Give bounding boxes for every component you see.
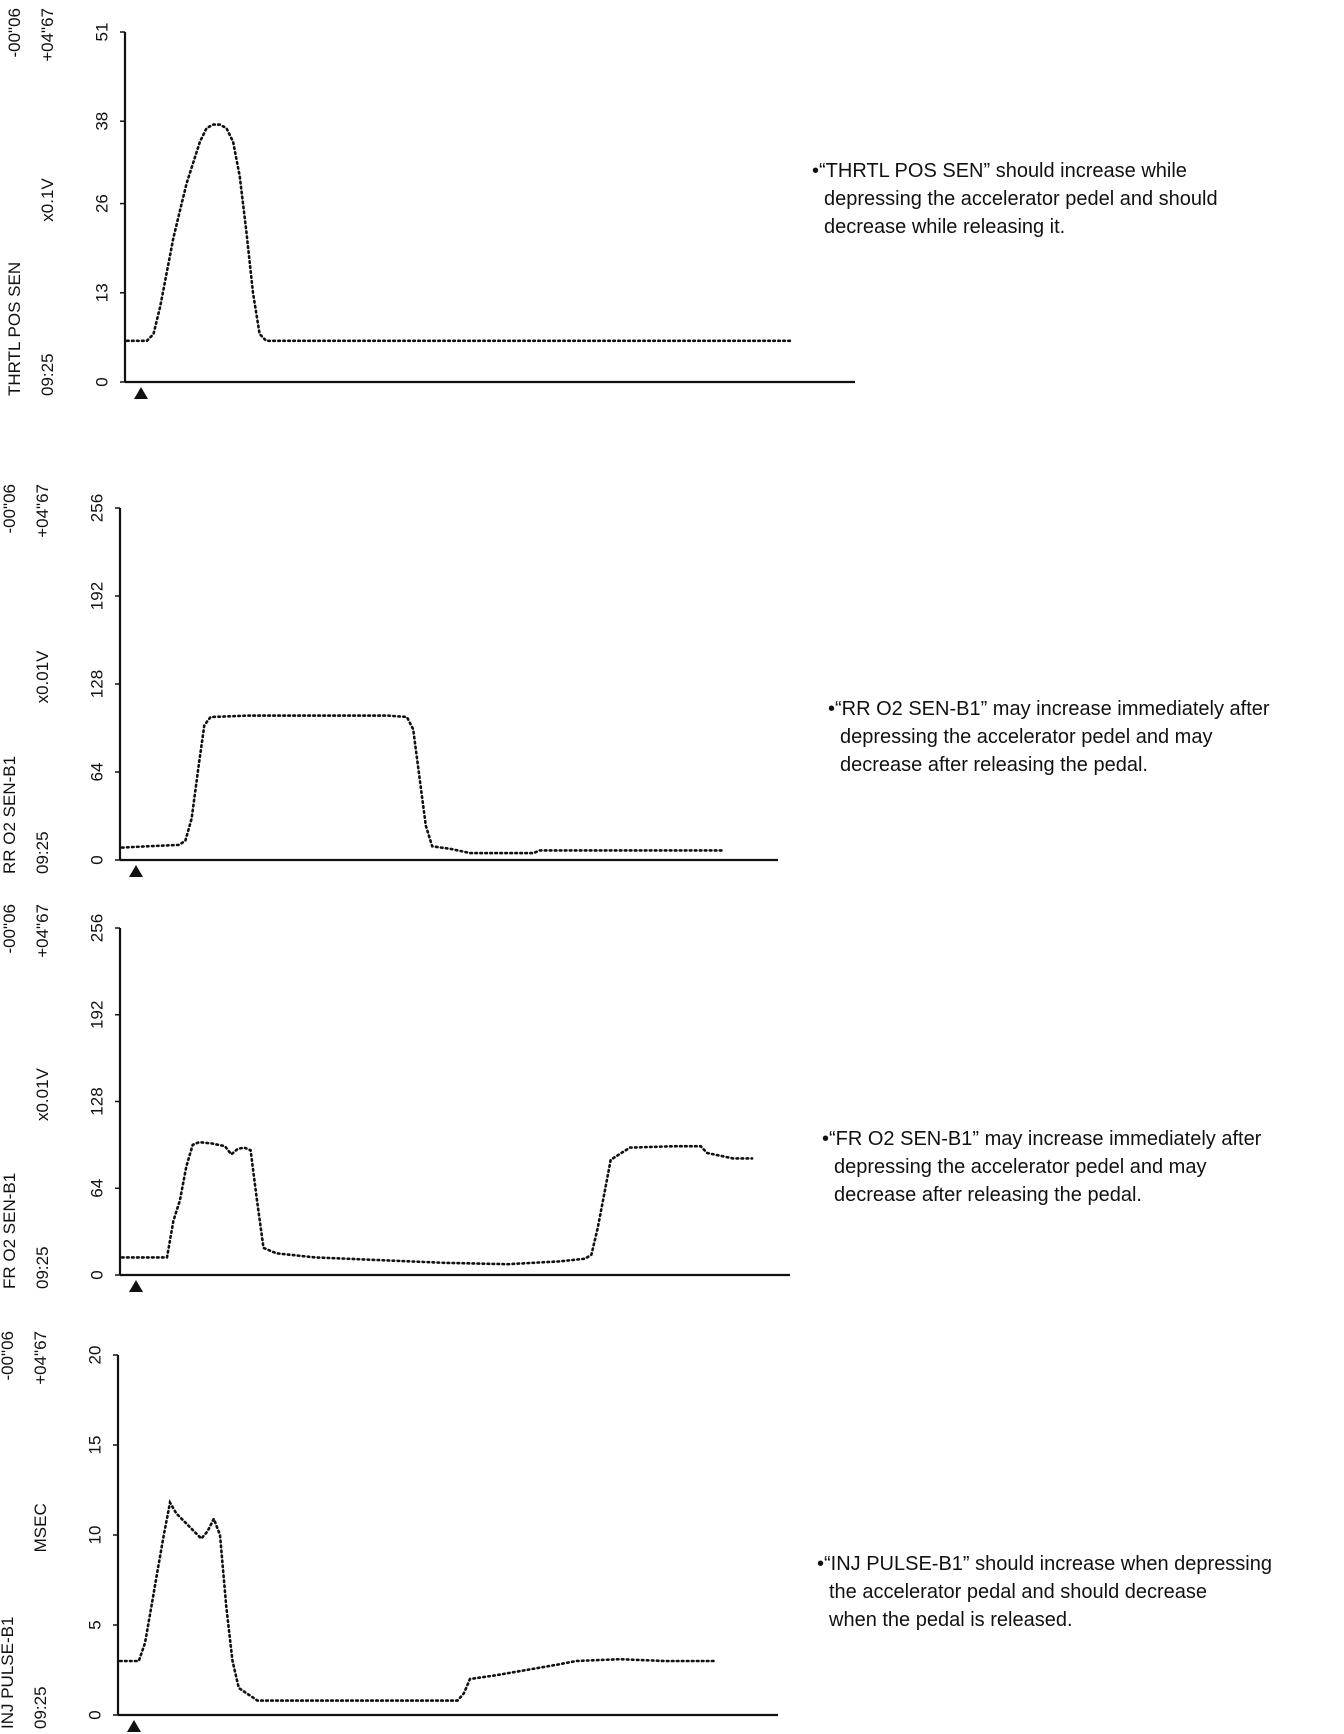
time-label: 09:25 [31,1686,50,1729]
annotation-note: •“INJ PULSE-B1” should increase when dep… [817,1550,1272,1634]
series-name-label: INJ PULSE-B1 [0,1617,17,1729]
annotation-line: decrease after releasing the pedal. [834,1184,1142,1206]
y-tick-label: 0 [85,1710,104,1719]
unit-label: x0.1V [38,178,57,222]
timer-positive: +04"67 [33,904,52,958]
timer-negative: -00"06 [5,8,24,58]
timer-negative: -00"06 [0,484,19,534]
y-tick-label: 128 [87,1087,106,1115]
data-trace [120,714,725,855]
y-tick-label: 13 [92,283,111,302]
y-tick-label: 5 [85,1620,104,1629]
trigger-marker [129,1280,143,1292]
unit-label: x0.01V [33,1067,52,1121]
annotation-line: decrease after releasing the pedal. [840,754,1148,776]
time-label: 09:25 [33,831,52,874]
annotation-line: depressing the accelerator pedel and sho… [824,188,1218,210]
y-tick-label: 64 [87,763,106,782]
unit-label: MSEC [31,1503,50,1552]
y-tick-label: 0 [92,377,111,386]
chart-svg: 0 13 26 38 51 -00"06 +04"67 THRTL POS SEN 09:25 x… [5,8,855,399]
timer-positive: +04"67 [33,484,52,538]
annotation-line: •“FR O2 SEN-B1” may increase immediately… [822,1128,1262,1150]
chart-svg: 0 5 10 15 20 -00"06 +04"67 INJ PULSE-B1 09:25 MSE… [0,1331,778,1732]
annotation-line: the accelerator pedal and should decreas… [829,1581,1208,1603]
chart-svg: 0 64 128 192 256 -00"06 +04"67 FR O2 SEN-B1 09:2… [0,904,790,1292]
y-tick-label: 0 [87,1270,106,1279]
timer-negative: -00"06 [0,1331,17,1381]
chart-svg: 0 64 128 192 256 -00"06 +04"67 RR O2 SEN-B1 09:2… [0,484,778,877]
y-tick-label: 192 [87,582,106,610]
series-name-label: THRTL POS SEN [5,262,24,396]
y-tick-label: 192 [87,1001,106,1029]
annotation-line: depressing the accelerator pedel and may [840,726,1213,748]
annotation-line: •“RR O2 SEN-B1” may increase immediately… [828,698,1270,720]
time-label: 09:25 [33,1246,52,1289]
time-label: 09:25 [38,353,57,396]
y-tick-label: 256 [87,494,106,522]
chart-panel: 0 5 10 15 20 -00"06 +04"67 INJ PULSE-B1 09:25 MSE… [0,1330,1344,1732]
annotation-line: •“THRTL POS SEN” should increase while [812,160,1187,182]
unit-label: x0.01V [33,650,52,704]
series-name-label: FR O2 SEN-B1 [0,1173,19,1289]
data-trace [125,123,792,343]
y-tick-label: 38 [92,112,111,131]
y-tick-label: 256 [87,914,106,942]
annotation-line: •“INJ PULSE-B1” should increase when dep… [817,1553,1272,1575]
trigger-marker [129,865,143,877]
y-tick-label: 51 [92,23,111,42]
trigger-marker [134,387,148,399]
annotation-note: •“FR O2 SEN-B1” may increase immediately… [822,1125,1261,1209]
timer-negative: -00"06 [0,904,19,954]
y-tick-label: 15 [85,1436,104,1455]
y-tick-label: 128 [87,670,106,698]
annotation-line: decrease while releasing it. [824,216,1066,238]
data-trace [118,1498,716,1702]
timer-positive: +04"67 [31,1331,50,1385]
timer-positive: +04"67 [38,8,57,62]
annotation-note: •“RR O2 SEN-B1” may increase immediately… [828,695,1270,779]
y-tick-label: 20 [85,1346,104,1365]
y-tick-label: 26 [92,194,111,213]
annotation-line: when the pedal is released. [829,1609,1073,1631]
series-name-label: RR O2 SEN-B1 [0,756,19,874]
data-trace [120,1140,754,1266]
y-tick-label: 0 [87,855,106,864]
annotation-line: depressing the accelerator pedel and may [834,1156,1207,1178]
trigger-marker [127,1720,141,1732]
y-tick-label: 10 [85,1526,104,1545]
annotation-note: •“THRTL POS SEN” should increase while de… [812,157,1218,241]
chart-panel: 0 13 26 38 51 -00"06 +04"67 THRTL POS SEN 09:25 x… [0,0,1344,399]
chart-panel: 0 64 128 192 256 -00"06 +04"67 RR O2 SEN-B1 09:2… [0,470,1344,877]
chart-panel: 0 64 128 192 256 -00"06 +04"67 FR O2 SEN-B1 09:2… [0,904,1344,1292]
y-tick-label: 64 [87,1179,106,1198]
